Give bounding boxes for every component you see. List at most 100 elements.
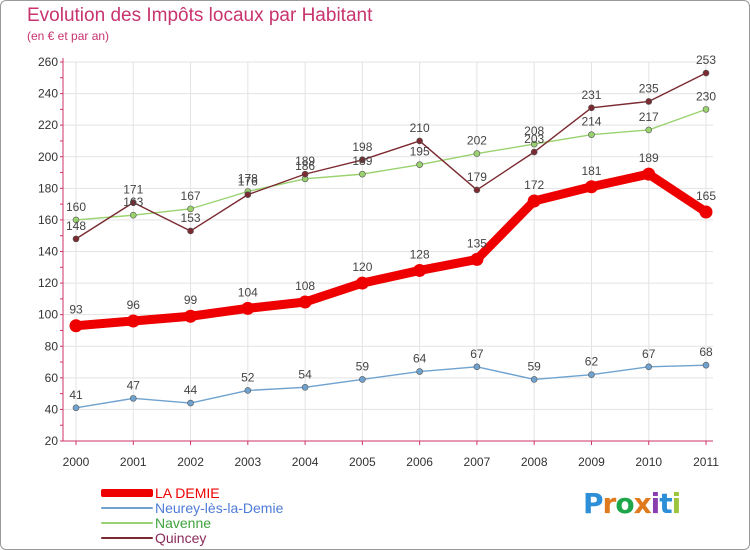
- data-point: [416, 368, 423, 375]
- legend-swatch: [101, 507, 153, 509]
- data-label: 54: [298, 367, 312, 381]
- data-point: [301, 384, 309, 391]
- chart-legend: LA DEMIE Neurey-lès-la-Demie Navenne Quince…: [101, 485, 361, 546]
- data-point: [473, 150, 481, 157]
- data-label: 189: [352, 154, 372, 168]
- data-point: [473, 363, 481, 371]
- data-point: [298, 295, 312, 309]
- logo-letter: P: [583, 487, 604, 520]
- data-point: [702, 361, 710, 369]
- data-label: 167: [181, 189, 201, 203]
- data-point: [301, 170, 309, 178]
- data-point: [359, 376, 366, 383]
- data-point: [244, 191, 252, 198]
- data-label: 172: [524, 178, 544, 192]
- data-point: [473, 186, 481, 194]
- x-tick-label: 2011: [693, 455, 719, 469]
- data-label: 189: [639, 151, 659, 165]
- data-point: [241, 301, 255, 315]
- data-label: 59: [356, 359, 370, 373]
- x-tick-label: 2005: [349, 455, 376, 469]
- data-point: [530, 376, 538, 383]
- data-label: 160: [66, 200, 86, 214]
- legend-swatch: [101, 522, 153, 524]
- data-point: [588, 371, 595, 378]
- data-label: 120: [352, 260, 372, 274]
- data-label: 44: [184, 383, 198, 397]
- data-label: 208: [524, 124, 544, 138]
- data-point: [359, 170, 366, 178]
- data-label: 165: [696, 189, 716, 203]
- data-point: [645, 363, 653, 371]
- legend-item: Navenne: [101, 515, 361, 531]
- data-point: [527, 194, 541, 208]
- data-label: 99: [184, 293, 198, 307]
- data-label: 41: [69, 388, 83, 402]
- data-label: 198: [352, 140, 372, 154]
- legend-item: LA DEMIE: [101, 485, 361, 501]
- data-label: 67: [470, 347, 484, 361]
- logo-letter: o: [615, 487, 634, 520]
- data-point: [72, 404, 80, 412]
- legend-swatch: [101, 537, 153, 539]
- y-tick-label: 120: [38, 276, 58, 290]
- legend-label: Neurey-lès-la-Demie: [155, 500, 284, 516]
- x-tick-label: 2008: [521, 455, 548, 469]
- data-label: 59: [528, 359, 542, 373]
- data-point: [244, 387, 252, 394]
- data-label: 47: [127, 378, 141, 392]
- data-label: 67: [642, 347, 656, 361]
- data-point: [645, 98, 653, 105]
- x-tick-label: 2001: [120, 455, 147, 469]
- data-point: [187, 399, 194, 407]
- data-label: 104: [238, 285, 258, 299]
- data-label: 148: [66, 219, 86, 233]
- x-tick-label: 2003: [234, 455, 261, 469]
- y-tick-label: 240: [38, 87, 58, 101]
- data-label: 189: [295, 154, 315, 168]
- legend-item: Neurey-lès-la-Demie: [101, 500, 361, 516]
- x-tick-label: 2010: [635, 455, 662, 469]
- x-tick-label: 2006: [406, 455, 433, 469]
- data-label: 235: [639, 81, 659, 95]
- y-tick-label: 100: [38, 308, 58, 322]
- x-tick-label: 2000: [63, 455, 90, 469]
- x-tick-label: 2004: [292, 455, 319, 469]
- data-point: [530, 148, 538, 156]
- logo-letter: i: [671, 487, 682, 520]
- data-point: [588, 131, 595, 138]
- data-label: 96: [127, 298, 141, 312]
- data-label: 135: [467, 236, 487, 250]
- data-label: 195: [410, 145, 430, 159]
- data-label: 171: [123, 183, 143, 197]
- data-label: 128: [410, 247, 430, 261]
- data-point: [69, 319, 83, 333]
- data-point: [129, 395, 137, 402]
- data-label: 217: [639, 110, 659, 124]
- data-point: [702, 106, 710, 113]
- data-label: 181: [581, 164, 601, 178]
- data-label: 179: [467, 170, 487, 184]
- logo-letter: i: [650, 487, 661, 520]
- data-point: [184, 309, 198, 323]
- data-label: 163: [123, 195, 143, 209]
- data-label: 231: [581, 88, 601, 102]
- data-point: [645, 126, 653, 134]
- logo-letter: t: [659, 487, 672, 520]
- legend-label: Quincey: [155, 530, 207, 546]
- legend-label: LA DEMIE: [155, 485, 220, 501]
- y-tick-label: 60: [45, 371, 59, 385]
- data-label: 153: [181, 211, 201, 225]
- data-label: 62: [585, 355, 599, 369]
- data-point: [187, 205, 194, 213]
- data-point: [416, 161, 423, 168]
- data-label: 202: [467, 134, 487, 148]
- data-point: [413, 263, 427, 277]
- data-point: [530, 140, 538, 148]
- data-point: [72, 235, 80, 243]
- data-label: 210: [410, 121, 430, 135]
- y-tick-label: 260: [38, 55, 58, 69]
- series-line-3: [75, 72, 707, 240]
- data-point: [642, 167, 656, 181]
